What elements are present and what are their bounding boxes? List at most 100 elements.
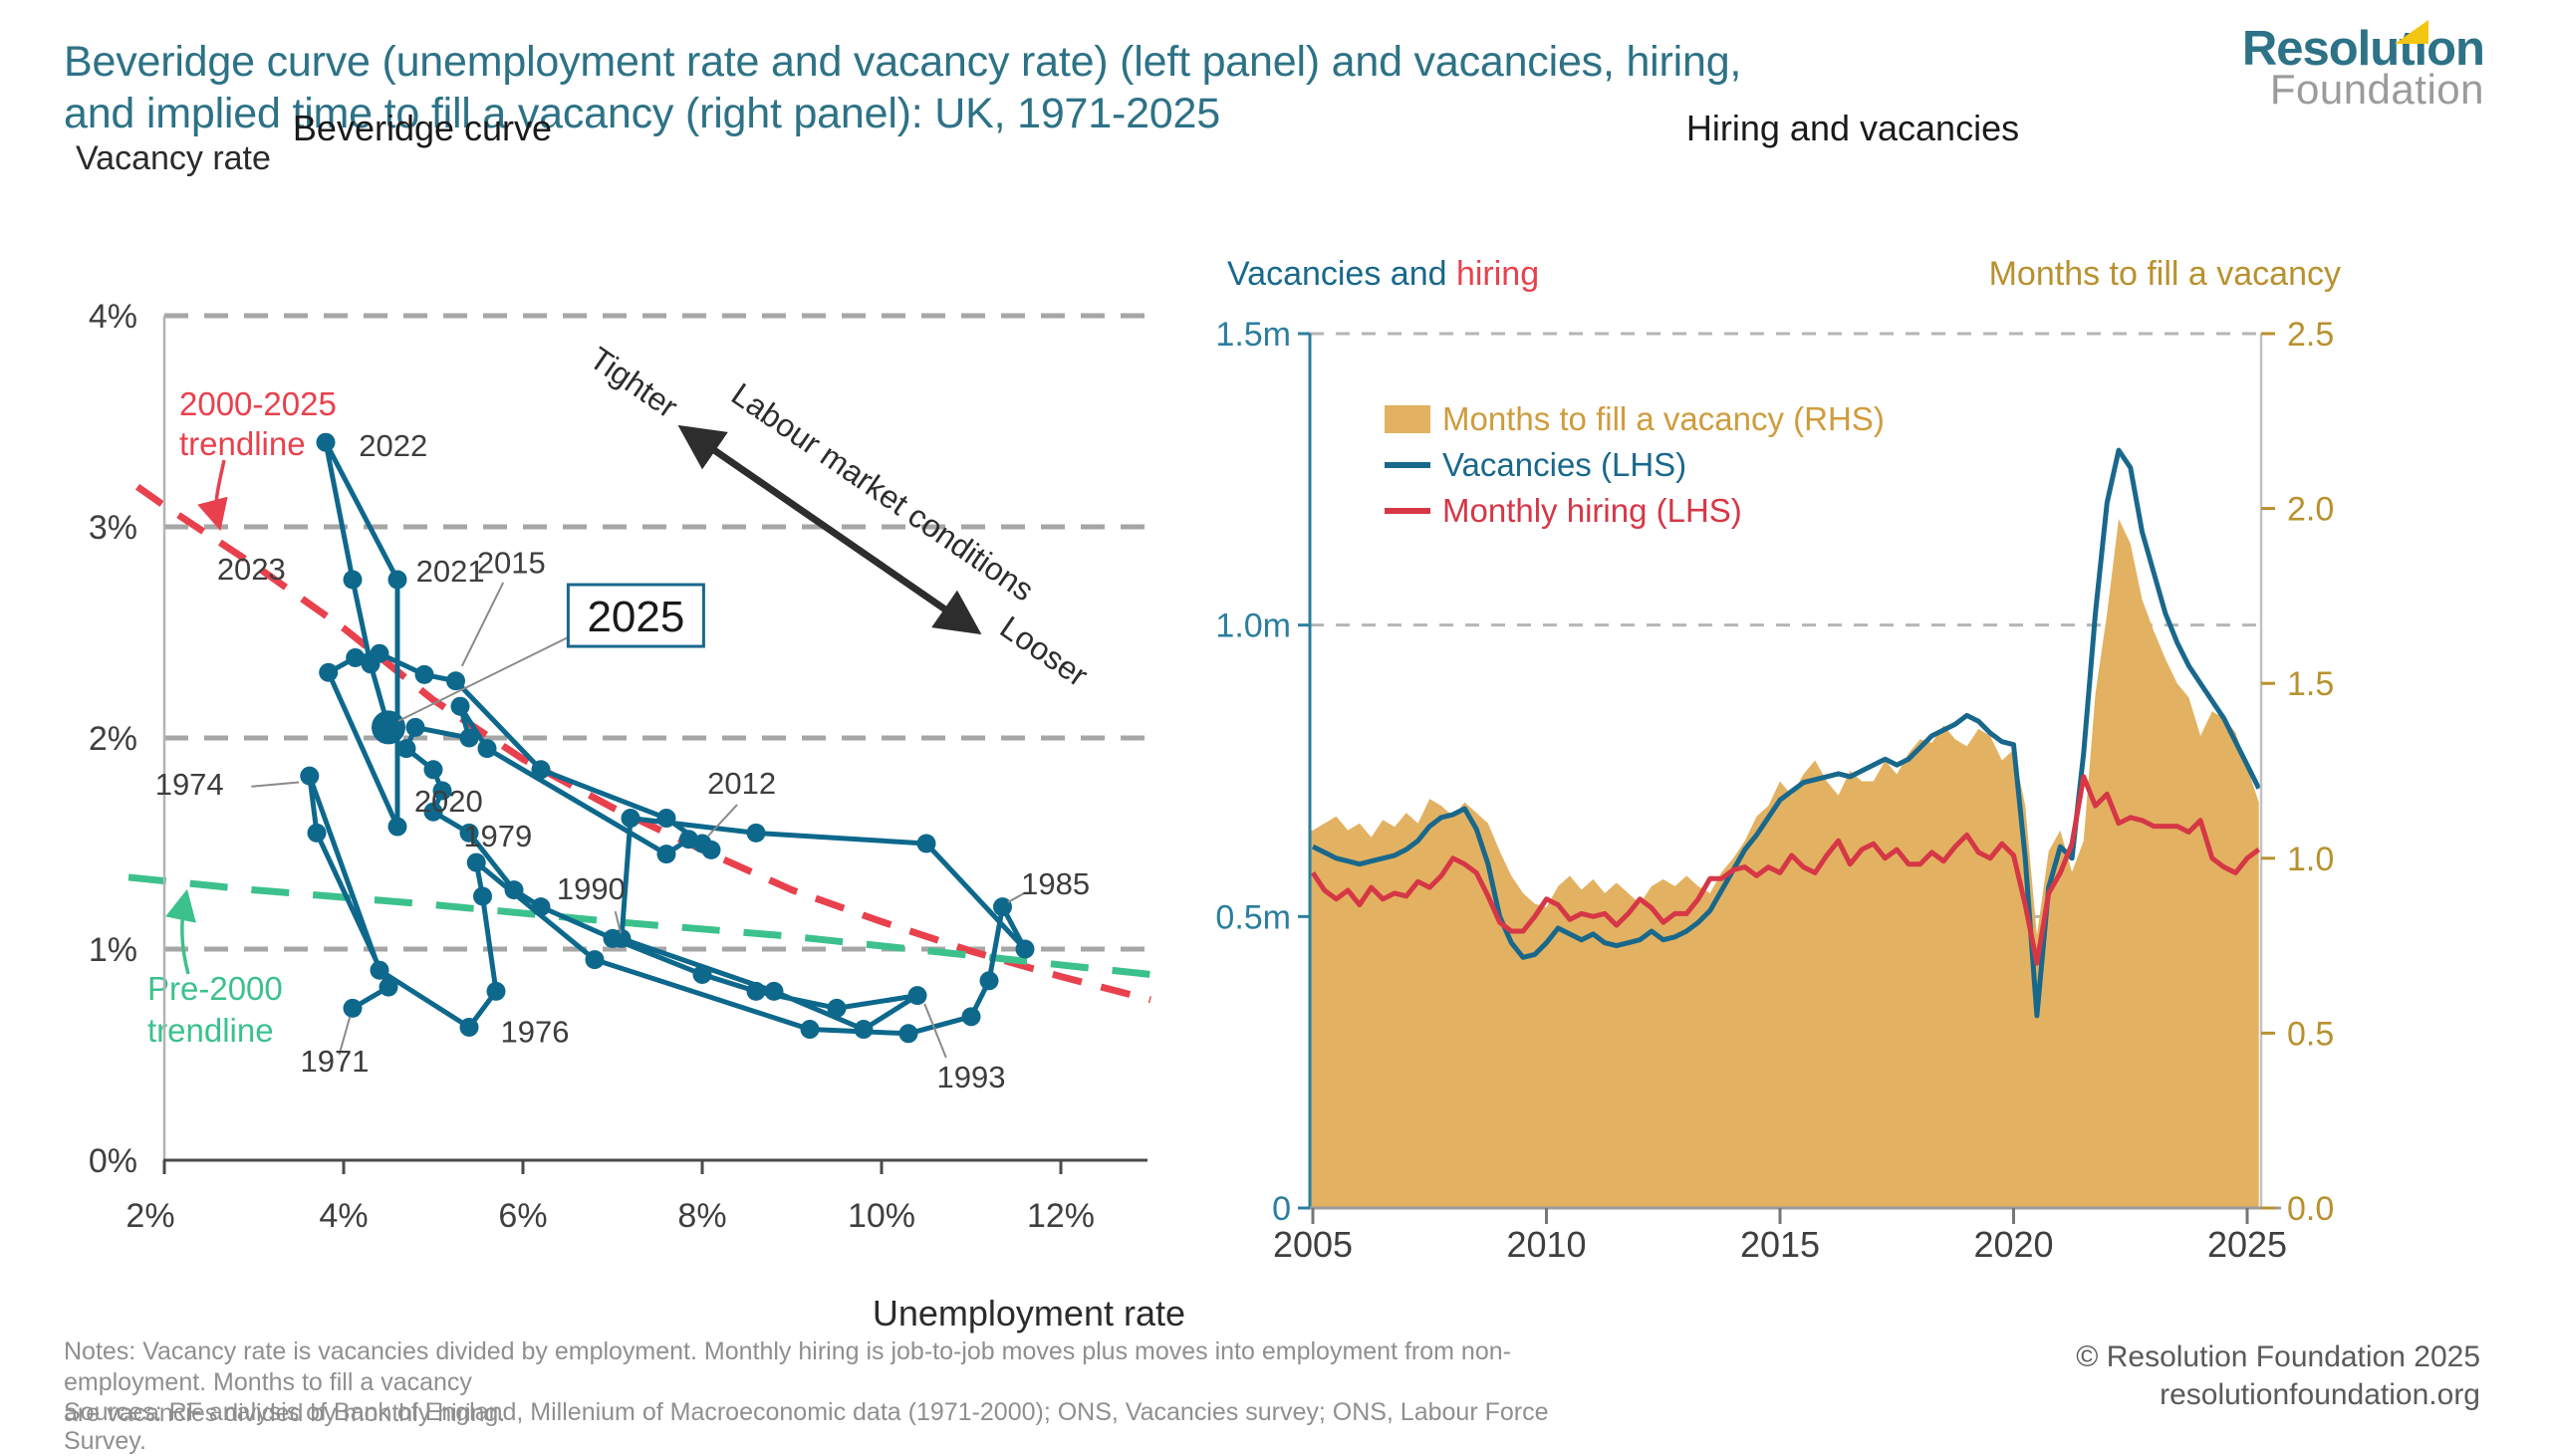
- notes-text: Notes: Vacancy rate is vacancies divided…: [64, 1337, 1511, 1427]
- year-label-1971: 1971: [301, 1044, 370, 1079]
- data-point-2019: [319, 662, 339, 682]
- data-point-1982: [898, 1024, 918, 1044]
- y-tick-label: 2%: [89, 720, 137, 758]
- x-tick-label: 2%: [126, 1197, 174, 1235]
- year-label-1974: 1974: [155, 767, 224, 802]
- annotation-leader: [614, 910, 623, 934]
- logo-wordmark-secondary: Foundation: [2269, 66, 2484, 114]
- sources-text: Sources: RF analysis of Bank of England,…: [64, 1398, 1549, 1455]
- data-point-2014: [531, 760, 551, 780]
- trendline-pre-2000: [128, 873, 1151, 978]
- data-point-2003: [423, 760, 443, 780]
- area-swatch-icon: [1385, 405, 1430, 433]
- data-point-1993: [907, 986, 927, 1006]
- data-point-1978: [473, 886, 492, 906]
- data-point-1980: [585, 950, 605, 970]
- right-axis-tick-label: 2.5: [2287, 316, 2334, 354]
- vacancies-line: [1311, 447, 2261, 1019]
- data-point-2013: [656, 809, 676, 829]
- data-point-1981: [800, 1020, 820, 1040]
- year-label-2021: 2021: [416, 554, 485, 589]
- label-tighter: Tighter: [583, 340, 684, 425]
- year-label-2025: 2025: [587, 593, 684, 641]
- data-point-1988: [746, 823, 766, 843]
- data-point-2023: [343, 570, 363, 590]
- beveridge-axes: 2% 4% 6% 8% 10% 12% 4% 3% 2% 1% 0%: [89, 298, 1148, 1235]
- x-tick-label: 2025: [2207, 1224, 2287, 1265]
- legend: Months to fill a vacancy (RHS) Vacancies…: [1385, 396, 1885, 534]
- trendline-label-pre-2000: Pre-2000: [147, 970, 283, 1007]
- data-point-1998: [531, 897, 551, 917]
- trendline-label-2000-2025: 2000-2025: [179, 385, 337, 422]
- data-point-1994: [827, 998, 847, 1018]
- data-point-2009: [656, 845, 676, 864]
- year-label-2022: 2022: [359, 428, 427, 463]
- left-axis-tick-label: 0.5m: [1215, 898, 1291, 936]
- data-point-1972: [379, 977, 398, 997]
- right-axis-tick-label: 2.0: [2287, 491, 2334, 529]
- data-point-1991: [764, 981, 784, 1001]
- right-axis-tick-label: 1.5: [2287, 665, 2334, 703]
- annotation-leader: [338, 1016, 352, 1056]
- logo-wordmark-primary: Resolution: [2242, 20, 2485, 75]
- x-tick-label: 2015: [1740, 1224, 1820, 1265]
- data-point-2008: [477, 739, 497, 759]
- data-point-2020: [387, 817, 407, 837]
- label-looser: Looser: [994, 608, 1095, 693]
- data-point-2002: [432, 781, 452, 801]
- annotation-leader: [706, 804, 738, 838]
- hiring-axes: 1.5m 1.0m 0.5m 0 2.5 2.0 1.5 1.0 0.5 0.0 2005 2010 2…: [1215, 316, 2334, 1265]
- data-point-2012: [692, 834, 712, 853]
- y-tick-label: 0%: [89, 1142, 137, 1180]
- data-point-1984: [979, 971, 999, 991]
- year-label-1990: 1990: [557, 871, 626, 906]
- vacancies-and-hiring-axis-title: Vacancies and hiring: [1227, 255, 1539, 294]
- data-point-2018: [346, 647, 366, 667]
- x-tick-label: 12%: [1027, 1197, 1095, 1235]
- tighter-looser-arrow: [677, 424, 982, 635]
- data-point-2005: [405, 717, 425, 737]
- data-point-1983: [961, 1007, 981, 1027]
- legend-item-hiring: Monthly hiring (LHS): [1385, 488, 1885, 534]
- red-trendline-pointer-arrow: [197, 459, 228, 532]
- data-point-2000: [459, 823, 479, 843]
- footer: © Resolution Foundation 2025 resolutionf…: [1962, 1338, 2480, 1414]
- legend-label: Monthly hiring (LHS): [1442, 492, 1742, 529]
- right-axis-tick-label: 0.5: [2287, 1015, 2334, 1053]
- data-point-2007: [450, 696, 470, 716]
- line-swatch-icon: [1385, 508, 1430, 514]
- x-tick-label: 4%: [319, 1197, 368, 1235]
- data-point-2021: [387, 570, 407, 590]
- resolution-foundation-logo: Resolution Foundation: [2242, 20, 2485, 114]
- data-point-2015: [446, 671, 465, 691]
- year-label-2015: 2015: [477, 546, 546, 581]
- legend-label: Vacancies (LHS): [1442, 446, 1687, 483]
- legend-item-months: Months to fill a vacancy (RHS): [1385, 396, 1885, 442]
- data-point-1971: [343, 998, 363, 1018]
- year-label-1993: 1993: [937, 1060, 1006, 1094]
- data-point-2001: [423, 802, 443, 822]
- left-axis-tick-label: 1.0m: [1215, 607, 1291, 645]
- annotation-leader: [1007, 892, 1025, 903]
- line-swatch-icon: [1385, 462, 1430, 468]
- x-tick-label: 2005: [1273, 1224, 1353, 1265]
- y-tick-label: 3%: [89, 509, 137, 547]
- data-point-1973: [307, 823, 327, 843]
- right-axis-tick-label: 1.0: [2287, 841, 2334, 878]
- monthly-hiring-line: [1310, 774, 2261, 966]
- data-point-1999: [504, 880, 524, 900]
- trendline-label-pre-2000: trendline: [147, 1012, 274, 1049]
- data-point-1987: [916, 834, 936, 853]
- y-tick-label: 1%: [89, 931, 137, 969]
- left-axis-tick-label: 1.5m: [1215, 316, 1291, 354]
- hiring-series: [1310, 447, 2261, 1208]
- right-axis-tick-label: 0.0: [2287, 1190, 2334, 1228]
- x-tick-label: 8%: [677, 1197, 726, 1235]
- hiring-axis-title-part: hiring: [1455, 255, 1540, 293]
- x-tick-label: 10%: [848, 1197, 915, 1235]
- year-label-1985: 1985: [1021, 866, 1090, 901]
